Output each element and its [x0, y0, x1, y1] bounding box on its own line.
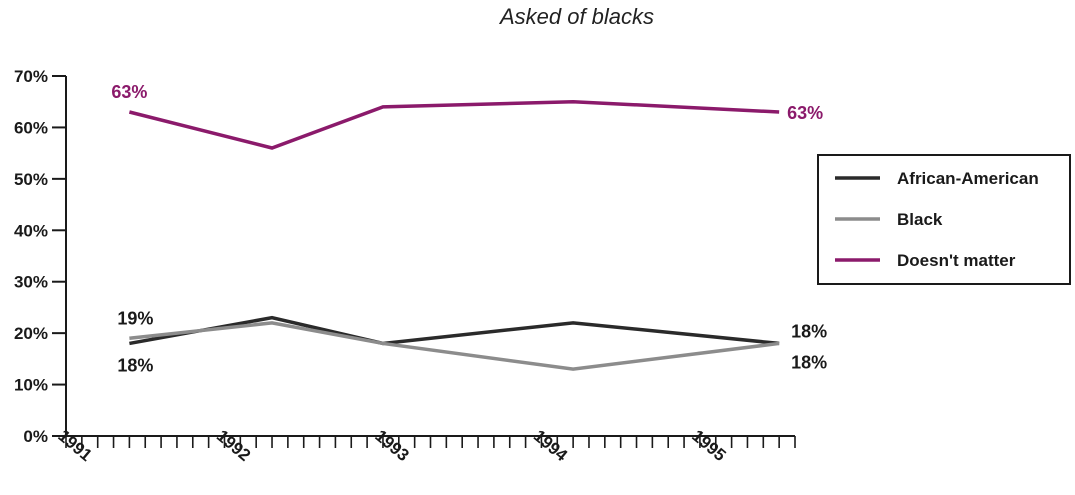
data-label: 18%	[791, 321, 827, 341]
axes: 0% 10% 20% 30% 40% 50% 60% 70% 1991 1992 1993 1994 1…	[14, 67, 796, 465]
y-tick-label: 70%	[14, 67, 48, 86]
x-tick-label: 1993	[371, 426, 412, 465]
series-line-black	[129, 321, 780, 371]
series-line-doesn-t-matter	[128, 99, 780, 150]
series-line-african-american	[129, 315, 780, 346]
y-tick-label: 10%	[14, 376, 48, 395]
legend-label: Doesn't matter	[897, 251, 1016, 270]
data-label: 18%	[791, 352, 827, 372]
x-tick-label: 1994	[530, 426, 572, 465]
legend-label: African-American	[897, 169, 1039, 188]
y-tick-label: 50%	[14, 170, 48, 189]
legend: African-American Black Doesn't matter	[817, 154, 1071, 285]
data-label: 18%	[117, 355, 153, 375]
data-label: 63%	[787, 103, 823, 123]
data-labels: 63% 63% 19% 18% 18% 18%	[111, 82, 827, 375]
y-tick-label: 40%	[14, 221, 48, 240]
data-label: 63%	[111, 82, 147, 102]
y-tick-label: 20%	[14, 324, 48, 343]
y-tick-label: 30%	[14, 273, 48, 292]
x-tick-label: 1995	[688, 426, 729, 465]
series-lines	[128, 99, 780, 371]
data-label: 19%	[117, 308, 153, 328]
chart-title: Asked of blacks	[498, 4, 654, 29]
y-tick-label: 60%	[14, 118, 48, 137]
x-tick-label: 1991	[54, 426, 95, 465]
x-tick-label: 1992	[213, 426, 254, 465]
y-tick-label: 0%	[23, 427, 48, 446]
legend-label: Black	[897, 210, 943, 229]
